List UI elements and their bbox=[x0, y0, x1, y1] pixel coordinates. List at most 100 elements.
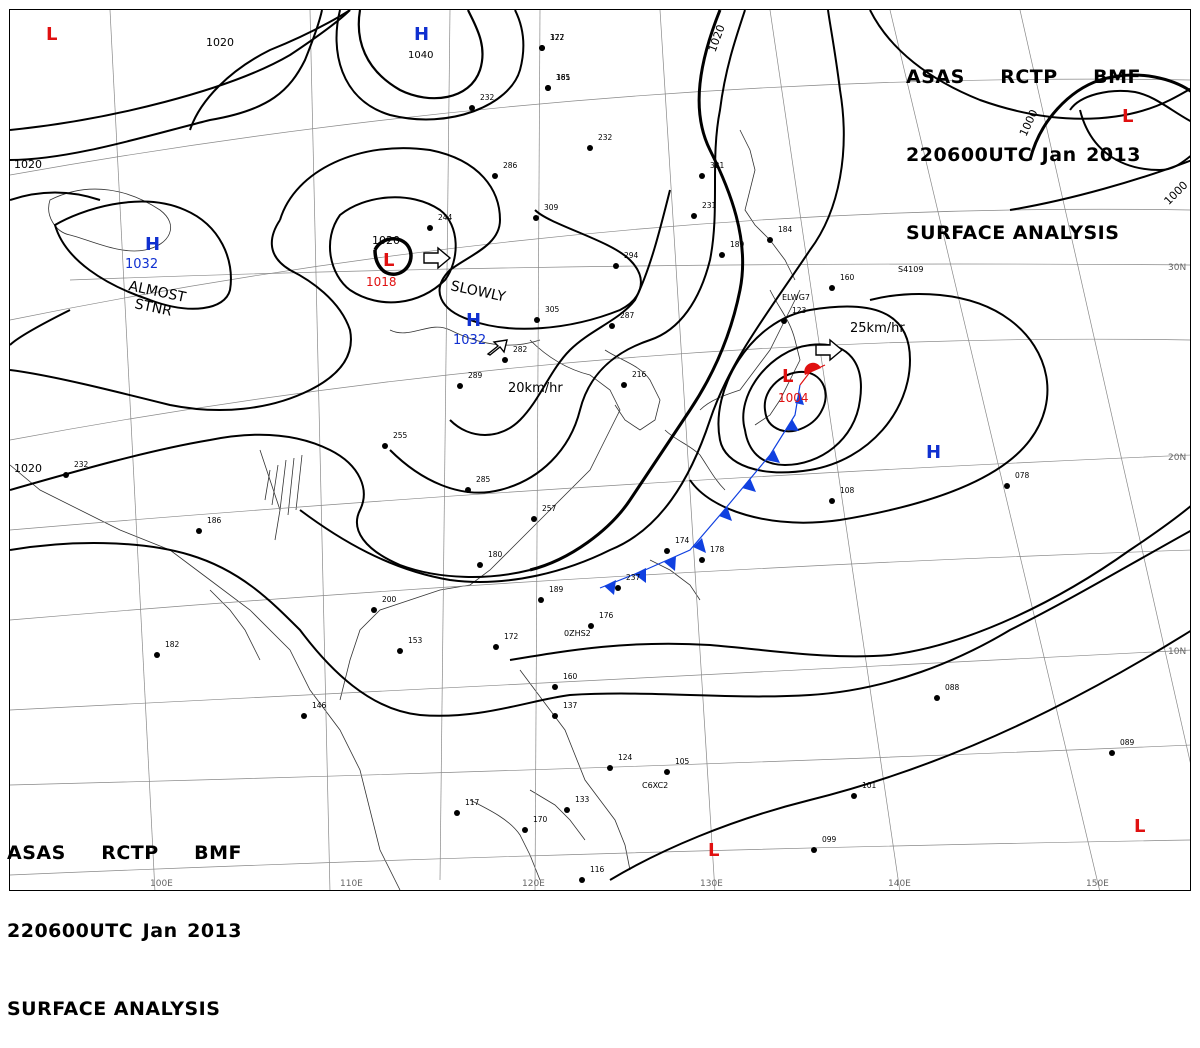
station-circle bbox=[934, 695, 940, 701]
station-circle bbox=[492, 173, 498, 179]
station-circle bbox=[545, 85, 551, 91]
low-central-asia-motion: SLOWLY bbox=[449, 278, 507, 305]
station-pressure: 116 bbox=[590, 865, 605, 874]
lat-label: 10N bbox=[1168, 647, 1186, 657]
station-circle bbox=[609, 323, 615, 329]
title-line-2: 220600UTC Jan 2013 bbox=[906, 142, 1141, 168]
station-circle bbox=[552, 684, 558, 690]
station-pressure: 244 bbox=[438, 213, 453, 222]
station-circle bbox=[829, 498, 835, 504]
station-circle bbox=[531, 516, 537, 522]
station-circle bbox=[457, 383, 463, 389]
station-circle bbox=[63, 472, 69, 478]
station-pressure: 231 bbox=[702, 201, 717, 210]
station-circle bbox=[502, 357, 508, 363]
station-circle bbox=[469, 105, 475, 111]
low-se-pacific-symbol: L bbox=[1134, 816, 1145, 837]
station-pressure: 088 bbox=[945, 683, 960, 692]
station-pressure: 172 bbox=[504, 632, 519, 641]
station-circle bbox=[699, 557, 705, 563]
station-pressure: 089 bbox=[1120, 738, 1135, 747]
station-circle bbox=[719, 252, 725, 258]
low-central-asia-symbol: L bbox=[383, 250, 394, 271]
station-pressure: 105 bbox=[675, 757, 690, 766]
title-origin: RCTP bbox=[1000, 66, 1058, 88]
low-central-asia-value: 1018 bbox=[366, 275, 397, 289]
station-circle bbox=[781, 318, 787, 324]
station-pressure: 216 bbox=[632, 370, 647, 379]
title-block-bottom-left: ASAS RCTP BMF 220600UTC Jan 2013 SURFACE… bbox=[7, 788, 242, 1048]
station-circle bbox=[829, 285, 835, 291]
station-pressure: 285 bbox=[476, 475, 491, 484]
surface-analysis-chart bbox=[10, 10, 1190, 890]
lon-label: 120E bbox=[522, 879, 545, 889]
station-circle bbox=[382, 443, 388, 449]
high-north-china-motion: 20km/hr bbox=[508, 381, 563, 396]
station-pressure: 232 bbox=[74, 460, 89, 469]
high-north-china-symbol: H bbox=[466, 310, 481, 331]
station-pressure: 286 bbox=[503, 161, 518, 170]
station-pressure: 180 bbox=[488, 550, 503, 559]
isobar-label: 1020 bbox=[706, 23, 728, 54]
weather-map: H 1040 H 1032 ALMOST STNR H 1032 20km/hr… bbox=[9, 9, 1191, 891]
station-circle bbox=[477, 562, 483, 568]
station-pressure: 321 bbox=[710, 161, 725, 170]
station-pressure: 160 bbox=[840, 273, 855, 282]
station-pressure-labels: 322 361 232 286 244 309 232 321 231 184 189 294 305 2… bbox=[63, 33, 1135, 883]
warm-front bbox=[799, 362, 826, 386]
title-month: Jan bbox=[1041, 144, 1077, 166]
station-circle bbox=[301, 713, 307, 719]
high-balkhash-note-2: STNR bbox=[133, 296, 173, 320]
station-circle bbox=[397, 648, 403, 654]
station-circle bbox=[664, 548, 670, 554]
station-circle bbox=[454, 810, 460, 816]
title-year: 2013 bbox=[187, 920, 242, 942]
lon-label: 100E bbox=[150, 879, 173, 889]
station-pressure: 184 bbox=[778, 225, 793, 234]
station-pressure: 153 bbox=[408, 636, 423, 645]
high-mongolia-symbol: H bbox=[414, 24, 429, 45]
station-circle bbox=[533, 215, 539, 221]
station-pressure: 237 bbox=[626, 573, 641, 582]
station-pressure: 232 bbox=[480, 93, 495, 102]
low-nw-corner-symbol: L bbox=[46, 24, 57, 45]
low-south-symbol: L bbox=[708, 840, 719, 861]
title-line-1: ASAS RCTP BMF bbox=[906, 64, 1141, 90]
station-circle bbox=[493, 644, 499, 650]
title-name: SURFACE ANALYSIS bbox=[7, 998, 221, 1020]
station-pressure: 257 bbox=[542, 504, 557, 513]
title-product: ASAS bbox=[906, 66, 965, 88]
pressure-centers-layer: H 1040 H 1032 ALMOST STNR H 1032 20km/hr… bbox=[14, 23, 1191, 889]
title-month: Jan bbox=[142, 920, 178, 942]
ship-callsign: C6XC2 bbox=[642, 781, 668, 790]
station-circle bbox=[811, 847, 817, 853]
title-name: SURFACE ANALYSIS bbox=[906, 222, 1120, 244]
title-code: BMF bbox=[194, 842, 242, 864]
station-pressure: 282 bbox=[513, 345, 528, 354]
title-line-3: SURFACE ANALYSIS bbox=[7, 996, 242, 1022]
title-block-top-right: ASAS RCTP BMF 220600UTC Jan 2013 SURFACE… bbox=[906, 12, 1141, 272]
station-pressure: 146 bbox=[312, 701, 327, 710]
station-circle bbox=[1004, 483, 1010, 489]
station-pressure: 189 bbox=[549, 585, 564, 594]
title-origin: RCTP bbox=[101, 842, 159, 864]
lat-label: 30N bbox=[1168, 263, 1186, 273]
station-pressure: 176 bbox=[599, 611, 614, 620]
title-line-3: SURFACE ANALYSIS bbox=[906, 220, 1141, 246]
low-japan-motion: 25km/hr bbox=[850, 321, 905, 336]
station-pressure: 309 bbox=[544, 203, 559, 212]
ship-callsign: ELWG7 bbox=[782, 293, 810, 302]
station-pressure: 108 bbox=[840, 486, 855, 495]
low-japan-value: 1004 bbox=[778, 391, 809, 405]
station-pressure: 294 bbox=[624, 251, 639, 260]
isobar-label: 1000 bbox=[1162, 179, 1191, 208]
low-japan-symbol: L bbox=[782, 366, 793, 387]
title-product: ASAS bbox=[7, 842, 66, 864]
station-circle bbox=[691, 213, 697, 219]
station-pressure: 232 bbox=[598, 133, 613, 142]
station-circle bbox=[465, 487, 471, 493]
station-circle bbox=[371, 607, 377, 613]
isobar-label: 1020 bbox=[206, 36, 234, 49]
low-ne-pacific-symbol: L bbox=[1122, 106, 1133, 127]
station-circle bbox=[579, 877, 585, 883]
